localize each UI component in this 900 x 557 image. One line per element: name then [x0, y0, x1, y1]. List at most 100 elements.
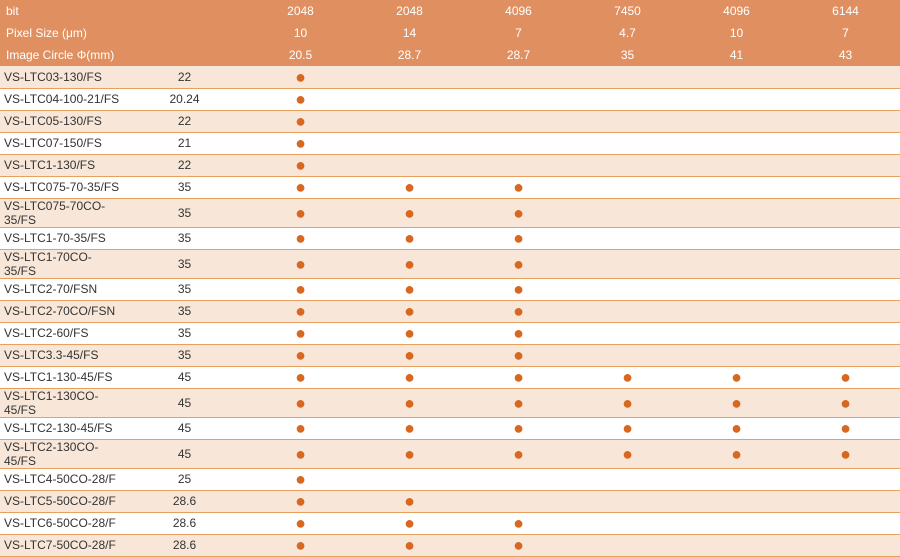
dot-icon: ● — [513, 419, 524, 437]
dot-icon: ● — [295, 514, 306, 532]
compat-cell: ● — [246, 227, 355, 249]
header-value: 7 — [791, 22, 900, 44]
compat-cell: ● — [355, 227, 464, 249]
dot-icon: ● — [404, 368, 415, 386]
dot-icon: ● — [295, 346, 306, 364]
product-name: VS-LTC03-130/FS — [0, 66, 123, 88]
compat-cell — [573, 468, 682, 490]
dot-icon: ● — [295, 536, 306, 554]
compat-cell: ● — [246, 300, 355, 322]
compat-cell — [791, 176, 900, 198]
compat-cell — [573, 490, 682, 512]
product-value: 35 — [123, 227, 246, 249]
dot-icon: ● — [404, 419, 415, 437]
dot-icon: ● — [513, 536, 524, 554]
compat-cell: ● — [355, 344, 464, 366]
dot-icon: ● — [513, 204, 524, 222]
header-value: 41 — [682, 44, 791, 66]
compat-cell — [791, 66, 900, 88]
compat-cell — [573, 278, 682, 300]
compat-cell — [682, 88, 791, 110]
compat-cell — [464, 154, 573, 176]
compatibility-table: bit204820484096745040966144Pixel Size (μ… — [0, 0, 900, 557]
product-value: 35 — [123, 176, 246, 198]
compat-cell — [682, 227, 791, 249]
table-row: VS-LTC04-100-21/FS20.24● — [0, 88, 900, 110]
dot-icon: ● — [295, 419, 306, 437]
dot-icon: ● — [295, 492, 306, 510]
header-label: Pixel Size (μm) — [0, 22, 246, 44]
header-value: 7 — [464, 22, 573, 44]
compat-cell — [791, 322, 900, 344]
header-value: 20.5 — [246, 44, 355, 66]
compat-cell: ● — [246, 88, 355, 110]
dot-icon: ● — [295, 302, 306, 320]
dot-icon: ● — [840, 445, 851, 463]
product-name: VS-LTC1-70-35/FS — [0, 227, 123, 249]
dot-icon: ● — [513, 514, 524, 532]
table-row: VS-LTC05-130/FS22● — [0, 110, 900, 132]
dot-icon: ● — [622, 445, 633, 463]
product-value: 22 — [123, 154, 246, 176]
compat-cell — [464, 110, 573, 132]
product-name: VS-LTC04-100-21/FS — [0, 88, 123, 110]
compat-cell: ● — [246, 176, 355, 198]
dot-icon: ● — [840, 419, 851, 437]
compat-cell — [573, 176, 682, 198]
compat-cell: ● — [246, 490, 355, 512]
table-row: VS-LTC03-130/FS22● — [0, 66, 900, 88]
compat-cell: ● — [246, 417, 355, 439]
compat-cell — [573, 227, 682, 249]
product-name: VS-LTC3.3-45/FS — [0, 344, 123, 366]
dot-icon: ● — [513, 368, 524, 386]
compat-cell — [682, 344, 791, 366]
dot-icon: ● — [404, 178, 415, 196]
compat-cell — [791, 512, 900, 534]
dot-icon: ● — [731, 419, 742, 437]
compat-cell — [791, 132, 900, 154]
compat-cell — [682, 110, 791, 132]
product-value: 45 — [123, 417, 246, 439]
header-value: 4.7 — [573, 22, 682, 44]
product-value: 21 — [123, 132, 246, 154]
compat-cell — [464, 468, 573, 490]
compat-cell — [791, 88, 900, 110]
dot-icon: ● — [404, 324, 415, 342]
compat-cell — [573, 322, 682, 344]
compat-cell — [791, 278, 900, 300]
header-value: 6144 — [791, 0, 900, 22]
compat-cell — [573, 198, 682, 227]
dot-icon: ● — [295, 134, 306, 152]
dot-icon: ● — [295, 156, 306, 174]
dot-icon: ● — [404, 394, 415, 412]
dot-icon: ● — [513, 346, 524, 364]
product-name: VS-LTC05-130/FS — [0, 110, 123, 132]
compat-cell: ● — [246, 366, 355, 388]
compat-cell — [682, 66, 791, 88]
dot-icon: ● — [513, 394, 524, 412]
product-value: 45 — [123, 388, 246, 417]
dot-icon: ● — [513, 324, 524, 342]
table-row: VS-LTC3.3-45/FS35●●● — [0, 344, 900, 366]
header-value: 43 — [791, 44, 900, 66]
compat-cell: ● — [246, 132, 355, 154]
compat-cell: ● — [791, 388, 900, 417]
product-value: 35 — [123, 322, 246, 344]
compat-cell — [682, 512, 791, 534]
compat-cell — [682, 176, 791, 198]
dot-icon: ● — [513, 255, 524, 273]
compat-cell: ● — [464, 278, 573, 300]
table-row: VS-LTC2-70/FSN35●●● — [0, 278, 900, 300]
compat-cell: ● — [791, 439, 900, 468]
dot-icon: ● — [404, 346, 415, 364]
table-row: VS-LTC075-70-35/FS35●●● — [0, 176, 900, 198]
dot-icon: ● — [404, 536, 415, 554]
dot-icon: ● — [840, 394, 851, 412]
product-name: VS-LTC5-50CO-28/F — [0, 490, 123, 512]
product-value: 20.24 — [123, 88, 246, 110]
product-value: 35 — [123, 198, 246, 227]
compat-cell — [573, 88, 682, 110]
product-name: VS-LTC2-130CO-45/FS — [0, 439, 123, 468]
compat-cell: ● — [464, 512, 573, 534]
compat-cell: ● — [682, 417, 791, 439]
